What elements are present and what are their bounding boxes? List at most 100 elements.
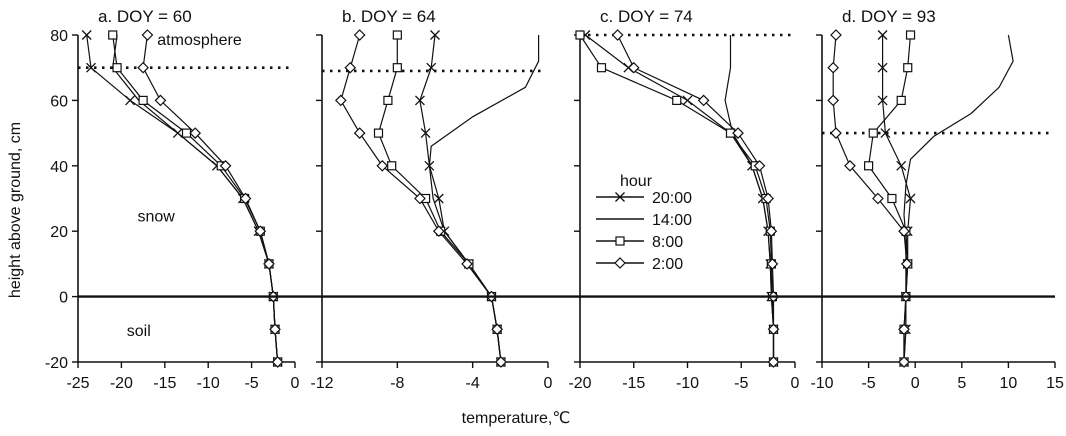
data-point: [373, 128, 384, 138]
data-point: [137, 61, 149, 74]
legend-title: hour: [620, 173, 653, 190]
data-point: [141, 29, 154, 41]
chart-panels: -20 0 20 40 60 80 -25 -20 -15 -10 -5 0 a. DOY = 60 at…: [45, 7, 1064, 392]
data-point: [697, 94, 710, 107]
data-point: [830, 127, 842, 139]
x-axis-title: temperature,℃: [462, 410, 571, 427]
legend-entry-2:00: 2:00: [596, 256, 683, 273]
data-point: [827, 61, 840, 74]
data-point: [868, 128, 878, 138]
panel-2-x-tick-label: -8: [390, 375, 404, 392]
data-point: [627, 61, 640, 74]
panel-4-x-tick-label: 10: [1000, 375, 1018, 392]
data-point: [575, 30, 585, 40]
panel-3-x-tick-label: -10: [676, 375, 699, 392]
y-tick-label: 40: [50, 159, 68, 176]
legend-entry-14:00: 14:00: [596, 212, 692, 229]
panel-1-x-tick-label: 0: [291, 375, 300, 392]
data-point: [896, 95, 906, 106]
data-point: [753, 159, 766, 172]
panel-1-x-tick-label: -15: [153, 375, 176, 392]
panel-2-x-tick-label: -4: [466, 375, 480, 392]
legend-marker: [615, 236, 625, 246]
panel-3-x-tick-label: -20: [568, 375, 591, 392]
panel-1-x-tick-label: -25: [66, 375, 89, 392]
y-tick-label: 80: [50, 28, 68, 45]
data-point: [880, 128, 891, 139]
data-point: [762, 192, 774, 205]
data-point: [898, 225, 910, 238]
data-point: [334, 94, 347, 107]
data-point: [392, 30, 402, 40]
y-tick-label: 60: [50, 93, 68, 110]
data-point: [732, 127, 744, 139]
panel-1-x-tick-label: -10: [197, 375, 220, 392]
data-point: [905, 30, 916, 40]
data-point: [905, 193, 916, 204]
panel-4-x-tick-label: -5: [861, 375, 875, 392]
data-point: [138, 95, 148, 106]
panel-2-title: b. DOY = 64: [342, 7, 436, 26]
data-point: [353, 127, 366, 139]
data-point: [125, 95, 136, 106]
data-point: [189, 127, 202, 139]
data-point: [898, 356, 910, 368]
data-point: [887, 193, 897, 204]
data-point: [414, 192, 426, 205]
legend-entry-8:00: 8:00: [596, 234, 683, 251]
y-axis-title: height above ground, cm: [7, 122, 24, 298]
data-point: [766, 258, 779, 270]
data-point: [765, 225, 778, 238]
data-point: [271, 356, 284, 368]
data-point: [81, 30, 92, 40]
panel-3-x-tick-label: -5: [734, 375, 748, 392]
legend-label: 20:00: [652, 190, 692, 207]
panel-3-x-tick-label: -15: [622, 375, 645, 392]
legend-marker: [615, 192, 625, 202]
data-point: [827, 94, 840, 107]
data-point: [239, 192, 252, 205]
panel-4-x-tick-label: 5: [957, 375, 966, 392]
data-point: [112, 63, 122, 73]
legend-label: 8:00: [652, 234, 683, 251]
data-point: [491, 323, 503, 336]
panel-2-series-2:00: [334, 29, 507, 368]
panel-3-x-tick-label: 0: [791, 375, 800, 392]
panel-1-region-label: soil: [127, 323, 151, 340]
data-point: [154, 94, 167, 107]
data-point: [263, 258, 275, 270]
data-point: [433, 193, 444, 204]
panel-1-x-tick-label: -5: [244, 375, 258, 392]
panel-4-x-tick-label: 0: [911, 375, 920, 392]
data-point: [426, 62, 437, 73]
y-tick-label: 20: [50, 224, 68, 241]
legend: hour 20:00 14:00 8:00 2:00: [596, 173, 692, 273]
data-point: [86, 62, 96, 73]
panel-4-title: d. DOY = 93: [842, 7, 936, 26]
panel-1-region-label: atmosphere: [157, 32, 242, 49]
panel-1-x-tick-label: -20: [110, 375, 133, 392]
data-point: [844, 159, 856, 172]
data-point: [392, 63, 402, 73]
data-point: [495, 356, 507, 368]
data-point: [181, 128, 192, 138]
data-point: [420, 128, 431, 139]
data-point: [383, 95, 393, 106]
panel-4-x-tick-label: 15: [1046, 375, 1064, 392]
data-point: [898, 323, 910, 336]
data-point: [611, 29, 624, 41]
legend-label: 14:00: [652, 212, 692, 229]
data-point: [903, 63, 913, 73]
data-point: [877, 95, 888, 106]
data-point: [269, 323, 281, 336]
data-point: [682, 95, 693, 106]
data-point: [896, 160, 907, 171]
data-point: [672, 95, 682, 106]
data-point: [344, 61, 357, 74]
panel-4-x-tick-label: -10: [810, 375, 833, 392]
data-point: [596, 63, 607, 73]
data-point: [877, 62, 888, 73]
legend-entry-20:00: 20:00: [596, 190, 692, 207]
data-point: [877, 30, 888, 40]
panel-4-series-2:00: [827, 29, 913, 368]
